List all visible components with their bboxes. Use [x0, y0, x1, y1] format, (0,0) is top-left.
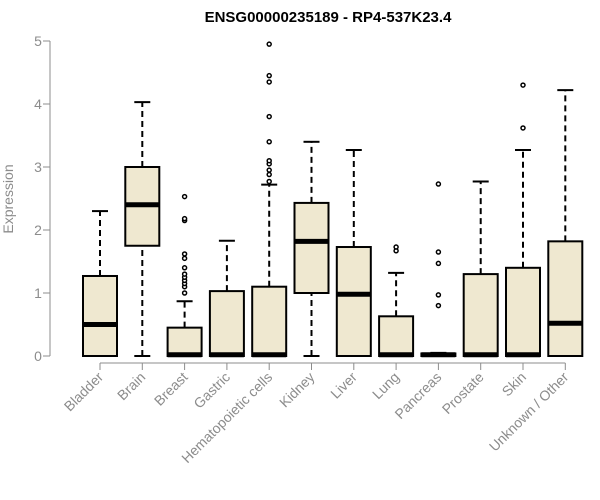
box-group: [208, 239, 245, 358]
box: [378, 315, 415, 357]
box: [293, 201, 330, 294]
outlier-point: [520, 82, 526, 88]
box: [251, 285, 288, 358]
y-axis-label: Expression: [0, 164, 16, 233]
box-group: [335, 148, 372, 357]
outlier-point: [266, 157, 272, 164]
plot-area: [82, 41, 584, 358]
box-group: [420, 181, 457, 358]
chart-title: ENSG00000235189 - RP4-537K23.4: [205, 9, 452, 26]
outlier-point: [181, 255, 188, 262]
y-tick-label: 2: [34, 222, 42, 238]
outlier-point: [266, 72, 272, 79]
box-group: [293, 140, 330, 357]
y-tick-label: 5: [34, 33, 42, 49]
x-tick-label: Unknown / Other: [486, 369, 572, 455]
x-tick-label: Pancreas: [391, 369, 444, 422]
box: [208, 290, 245, 357]
outlier-point: [181, 290, 188, 296]
box-group: [124, 101, 161, 357]
box-group: [547, 89, 584, 357]
box: [166, 326, 203, 357]
outlier-point: [181, 265, 188, 271]
box: [82, 274, 118, 357]
y-axis: 0 1 2 3 4 5: [34, 33, 51, 364]
outlier-point: [181, 251, 188, 257]
outlier-point: [266, 113, 272, 120]
outlier-point: [435, 292, 442, 298]
outlier-point: [435, 249, 442, 255]
x-tick-label: Liver: [327, 369, 360, 402]
box-group: [378, 244, 415, 358]
y-tick-label: 1: [34, 285, 42, 301]
box-group: [251, 41, 288, 358]
outlier-point: [181, 193, 188, 200]
x-tick-label: Kidney: [276, 369, 318, 411]
x-tick-label: Lung: [369, 369, 402, 402]
outlier-point: [181, 215, 188, 222]
box: [462, 273, 499, 358]
x-tick-label: Brain: [114, 369, 148, 403]
box-group: [505, 82, 541, 358]
outlier-point: [393, 244, 399, 250]
outlier-point: [266, 171, 272, 178]
outlier-point: [266, 41, 272, 47]
box: [547, 240, 584, 357]
outlier-point: [435, 302, 442, 309]
outlier-point: [520, 125, 526, 131]
outlier-point: [266, 139, 272, 145]
outlier-point: [435, 260, 442, 267]
y-tick-label: 0: [34, 348, 42, 364]
box: [505, 266, 541, 357]
outlier-point: [181, 271, 188, 277]
x-tick-label: Breast: [151, 369, 191, 409]
outlier-point: [266, 79, 272, 85]
outlier-point: [435, 181, 442, 187]
box-group: [82, 210, 118, 357]
y-tick-label: 3: [34, 159, 42, 175]
outlier-point: [266, 167, 272, 173]
outlier-point: [266, 178, 272, 185]
x-tick-label: Bladder: [61, 369, 107, 415]
x-tick-label: Skin: [499, 369, 530, 400]
box: [335, 246, 372, 357]
box-group: [166, 193, 203, 358]
box-group: [462, 180, 499, 358]
x-tick-label: Prostate: [439, 369, 487, 417]
y-tick-label: 4: [34, 96, 42, 112]
